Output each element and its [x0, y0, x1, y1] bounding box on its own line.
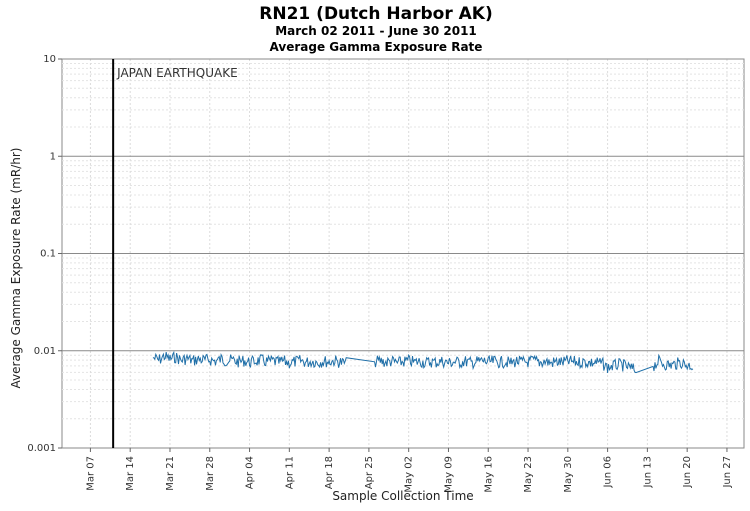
series — [152, 350, 694, 374]
x-tick-label: Jun 27 — [722, 456, 733, 489]
y-axis: 0.001 0.01 0.1 1 10 — [27, 54, 62, 454]
annotations: JAPAN EARTHQUAKE — [112, 59, 238, 448]
x-tick-label: Jun 20 — [682, 456, 693, 489]
y-axis-label: Average Gamma Exposure Rate (mR/hr) — [9, 148, 23, 389]
series-line-gamma-rate — [152, 350, 694, 374]
chart-title: RN21 (Dutch Harbor AK) — [259, 4, 492, 24]
x-tick-label: Apr 18 — [324, 456, 335, 489]
earthquake-marker-label: JAPAN EARTHQUAKE — [116, 66, 238, 80]
x-tick-label: May 16 — [483, 456, 494, 493]
x-tick-label: Apr 04 — [245, 456, 256, 489]
x-tick-label: Jun 06 — [603, 456, 614, 489]
y-tick-label: 10 — [43, 54, 56, 65]
x-axis-label: Sample Collection Time — [332, 489, 473, 503]
x-tick-label: Mar 07 — [85, 456, 96, 491]
x-tick-label: May 02 — [404, 456, 415, 493]
chart-subtitle-measure: Average Gamma Exposure Rate — [270, 40, 483, 54]
x-tick-label: Mar 14 — [125, 456, 136, 491]
grid — [62, 58, 744, 449]
x-tick-label: Apr 25 — [364, 456, 375, 489]
x-tick-label: Jun 13 — [642, 456, 653, 489]
x-axis: Mar 07 Mar 14 Mar 21 Mar 28 Apr 04 Apr 11 Apr … — [85, 448, 733, 493]
y-tick-label: 0.001 — [27, 443, 56, 454]
x-tick-label: Apr 11 — [284, 456, 295, 489]
y-tick-label: 0.1 — [40, 249, 56, 260]
y-tick-label: 0.01 — [34, 346, 56, 357]
x-tick-label: May 23 — [523, 456, 534, 493]
x-tick-label: May 30 — [563, 456, 574, 493]
y-tick-label: 1 — [50, 151, 56, 162]
x-tick-label: Mar 28 — [205, 456, 216, 491]
chart-subtitle: March 02 2011 - June 30 2011 — [275, 24, 477, 38]
x-tick-label: Mar 21 — [165, 456, 176, 491]
x-tick-label: May 09 — [443, 456, 454, 493]
